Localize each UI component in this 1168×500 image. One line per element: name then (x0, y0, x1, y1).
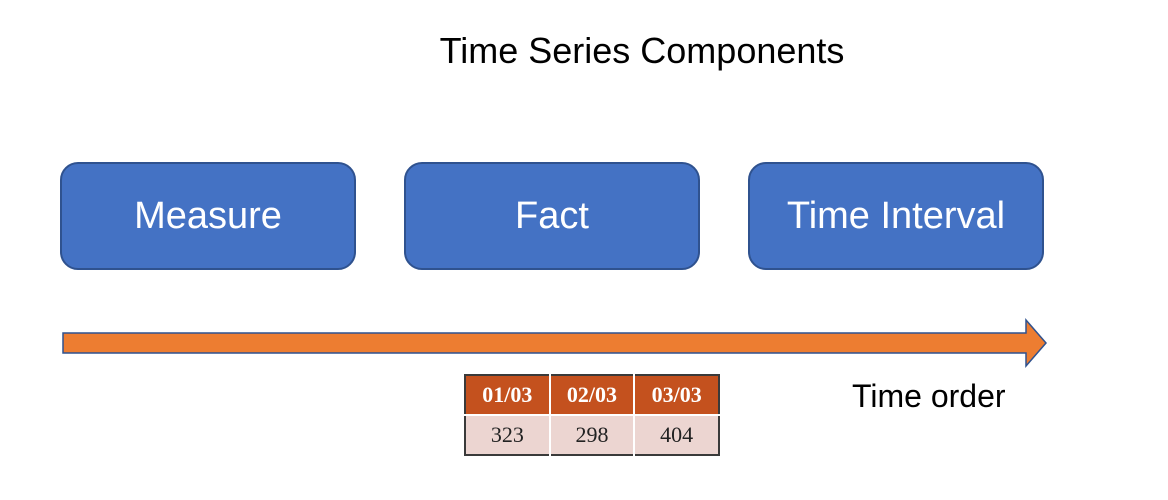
table-cell: 404 (633, 414, 719, 455)
component-box-measure: Measure (60, 162, 356, 270)
table-cell: 298 (548, 414, 636, 455)
table-header-cell: 03/03 (633, 375, 719, 416)
component-label-fact: Fact (515, 194, 589, 237)
table-header-cell: 02/03 (548, 375, 636, 416)
time-arrow-shape (62, 317, 1047, 369)
table-header-row: 01/03 02/03 03/03 (465, 375, 719, 416)
component-label-time-interval: Time Interval (786, 194, 1006, 237)
component-box-time-interval: Time Interval (748, 162, 1044, 270)
component-box-fact: Fact (404, 162, 700, 270)
diagram-title: Time Series Components (439, 30, 845, 71)
table-header-cell: 01/03 (465, 375, 551, 416)
table-row: 323 298 404 (465, 414, 719, 455)
table-cell: 323 (465, 414, 551, 455)
component-label-measure: Measure (134, 194, 282, 237)
time-order-label: Time order (852, 378, 1006, 414)
sample-data-table: 01/03 02/03 03/03 323 298 404 (464, 374, 720, 456)
